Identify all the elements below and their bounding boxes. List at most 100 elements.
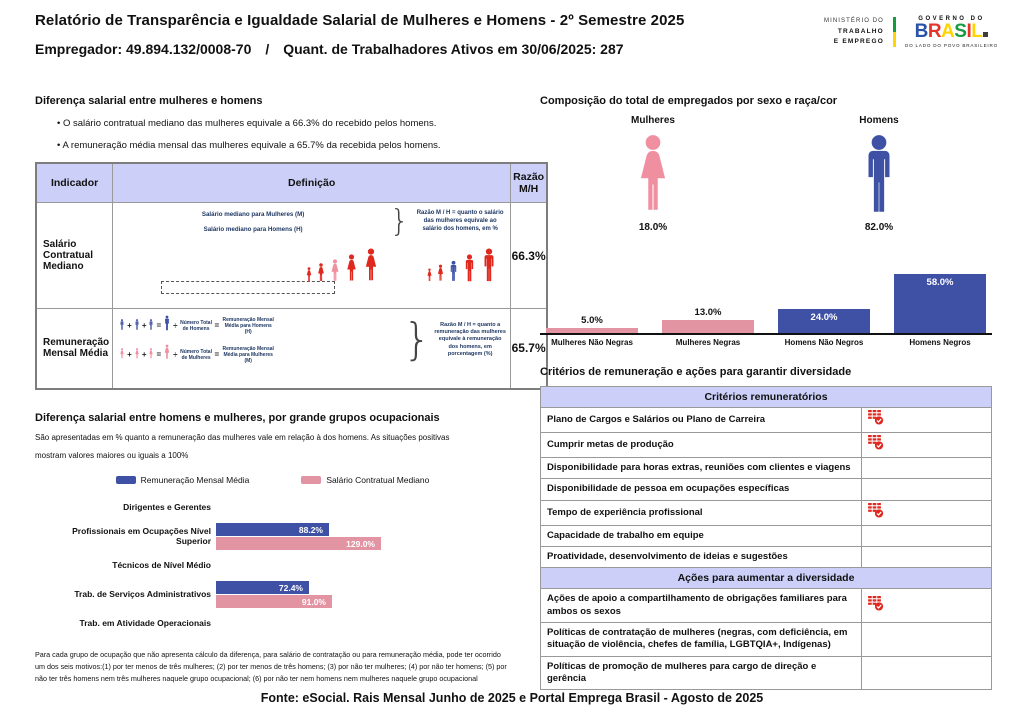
legend-item: Salário Contratual Mediano bbox=[301, 475, 429, 485]
salary-gap-table: Indicador Definição Razão M/H Salário Co… bbox=[35, 162, 549, 390]
criteria-row: Ações de apoio a compartilhamento de obr… bbox=[540, 588, 992, 624]
criteria-label: Proatividade, desenvolvimento de ideias … bbox=[540, 546, 862, 569]
women-formula-line: + + = ÷ Número Total de Mulheres = Remuner… bbox=[119, 344, 400, 365]
person-icon bbox=[480, 248, 498, 282]
criteria-table: Critérios remuneratórios Plano de Cargos … bbox=[540, 386, 992, 691]
criteria-row: Tempo de experiência profissional bbox=[540, 499, 992, 526]
bar: 58.0% bbox=[894, 274, 986, 333]
woman-icon bbox=[134, 346, 140, 364]
bullet-item: O salário contratual mediano das mulhere… bbox=[57, 118, 510, 129]
occupational-title: Diferença salarial entre homens e mulher… bbox=[35, 411, 440, 424]
bar: 129.0% bbox=[216, 537, 381, 550]
criteria-check-icon bbox=[868, 435, 884, 450]
criteria-check-icon bbox=[868, 595, 884, 611]
definition-line: Salário mediano para Mulheres (M) bbox=[201, 211, 305, 218]
criteria-label: Ações de apoio a compartilhamento de obr… bbox=[540, 588, 862, 624]
person-icon bbox=[344, 254, 359, 282]
man-icon bbox=[148, 317, 154, 335]
bar-value-label: 129.0% bbox=[346, 538, 375, 549]
occupational-row: Técnicos de Nível Médio bbox=[35, 552, 510, 580]
table-header-row: Indicador Definição Razão M/H bbox=[35, 162, 548, 203]
criteria-row: Disponibilidade para horas extras, reuni… bbox=[540, 456, 992, 480]
ministry-line-3: E EMPREGO bbox=[833, 37, 884, 45]
brasil-letter: R bbox=[927, 21, 942, 42]
criteria-row: Disponibilidade de pessoa em ocupações e… bbox=[540, 478, 992, 501]
composition-chart-labels: Mulheres Não Negras Mulheres Negras Homens… bbox=[540, 338, 992, 347]
gov-brasil-wordmark: BRASIL bbox=[905, 22, 998, 42]
person-icon bbox=[305, 267, 313, 282]
bar: 72.4% bbox=[216, 581, 309, 594]
occupational-footnote: Para cada grupo de ocupação que não apre… bbox=[35, 649, 507, 683]
bar bbox=[662, 320, 754, 333]
criteria-label: Políticas de promoção de mulheres para c… bbox=[540, 655, 862, 691]
report-title: Relatório de Transparência e Igualdade S… bbox=[35, 12, 685, 29]
bar: 88.2% bbox=[216, 523, 329, 536]
brasil-letter: B bbox=[914, 21, 929, 42]
person-icon bbox=[316, 263, 326, 282]
occupational-subtitle-line2: mostram valores maiores ou iguais a 100% bbox=[35, 450, 189, 460]
ministry-line-2: TRABALHO bbox=[837, 27, 884, 35]
bar-value-label: 13.0% bbox=[694, 307, 722, 318]
man-icon bbox=[119, 317, 125, 335]
bar-value-label: 58.0% bbox=[926, 277, 954, 288]
ratio-note: Razão M / H = quanto a remuneração das m… bbox=[434, 322, 506, 357]
brasil-letter: A bbox=[941, 21, 955, 42]
criteria-label: Disponibilidade para horas extras, reuni… bbox=[540, 456, 862, 480]
brasil-logo: GOVERNO DO BRASIL DO LADO DO POVO BRASIL… bbox=[905, 16, 998, 48]
ministry-logo: MINISTÉRIO DO TRABALHO E EMPREGO bbox=[824, 17, 884, 46]
composition-category-label: Homens Negros bbox=[909, 338, 971, 347]
legend-swatch bbox=[301, 475, 322, 484]
composition-category-label: Homens Não Negros bbox=[784, 338, 864, 347]
bullet-item: A remuneração média mensal das mulheres … bbox=[57, 140, 510, 151]
man-icon bbox=[163, 315, 171, 336]
source-footer: Fonte: eSocial. Rais Mensal Junho de 202… bbox=[260, 691, 764, 705]
bar-value-label: 88.2% bbox=[298, 524, 323, 535]
governo-do-label: GOVERNO DO bbox=[918, 16, 985, 22]
brace-glyph: } bbox=[390, 204, 410, 239]
government-logo: MINISTÉRIO DO TRABALHO E EMPREGO GOVERNO… bbox=[824, 16, 998, 48]
male-percentage: 82.0% bbox=[864, 222, 894, 233]
criteria-status-cell bbox=[861, 524, 992, 548]
occupational-legend: Remuneração Mensal Média Salário Contratu… bbox=[35, 475, 510, 485]
male-icon bbox=[794, 130, 964, 214]
formula-label: Número Total de Homens bbox=[180, 319, 212, 332]
male-label: Homens bbox=[859, 115, 899, 126]
criteria-table-body: Critérios remuneratórios Plano de Cargos … bbox=[540, 386, 992, 691]
ratio-value: 65.7% bbox=[510, 308, 548, 389]
female-percentage: 18.0% bbox=[638, 222, 668, 233]
bar: 91.0% bbox=[216, 595, 332, 608]
woman-icon bbox=[163, 344, 171, 365]
gov-tagline: DO LADO DO POVO BRASILEIRO bbox=[904, 42, 998, 48]
composition-bar: 13.0% bbox=[662, 307, 754, 333]
table-row-remuneracao-media: Remuneração Mensal Média + + = ÷ Número To… bbox=[35, 308, 548, 389]
criteria-status-cell bbox=[861, 478, 992, 501]
salary-gap-bullets: O salário contratual mediano das mulhere… bbox=[57, 118, 510, 151]
woman-icon bbox=[119, 346, 125, 364]
right-column: Composição do total de empregados por se… bbox=[540, 95, 992, 691]
criteria-row: Plano de Cargos e Salários ou Plano de C… bbox=[540, 407, 992, 433]
criteria-status-cell bbox=[861, 546, 992, 569]
person-icon bbox=[436, 264, 445, 282]
occupational-category-label: Técnicos de Nível Médio bbox=[112, 559, 211, 570]
indicator-label: Remuneração Mensal Média bbox=[35, 308, 114, 389]
criteria-check-icon bbox=[868, 502, 884, 518]
criteria-label: Capacidade de trabalho em equipe bbox=[540, 524, 862, 548]
bar bbox=[546, 328, 638, 333]
formula-graphic: + + = ÷ Número Total de Homens = Remuneraç… bbox=[115, 311, 508, 367]
criteria-status-cell bbox=[861, 622, 992, 657]
logo-square bbox=[983, 32, 989, 37]
criteria-row: Capacidade de trabalho em equipe bbox=[540, 524, 992, 548]
bar-value-label: 24.0% bbox=[810, 312, 838, 323]
occupational-row: Trab. de Serviços Administrativos 72.4% 91… bbox=[35, 580, 510, 610]
criteria-status-cell bbox=[861, 499, 992, 526]
woman-icon bbox=[148, 346, 154, 364]
criteria-title: Critérios de remuneração e ações para ga… bbox=[540, 366, 852, 378]
composition-category-label: Mulheres Não Negras bbox=[551, 338, 633, 347]
criteria-status-cell bbox=[861, 588, 992, 624]
composition-bar: 5.0% bbox=[546, 315, 638, 333]
header-titles: Relatório de Transparência e Igualdade S… bbox=[35, 12, 684, 57]
brasil-letter: I bbox=[966, 21, 972, 42]
brasil-letter: L bbox=[971, 21, 983, 42]
ministry-line-1: MINISTÉRIO DO bbox=[823, 18, 884, 25]
